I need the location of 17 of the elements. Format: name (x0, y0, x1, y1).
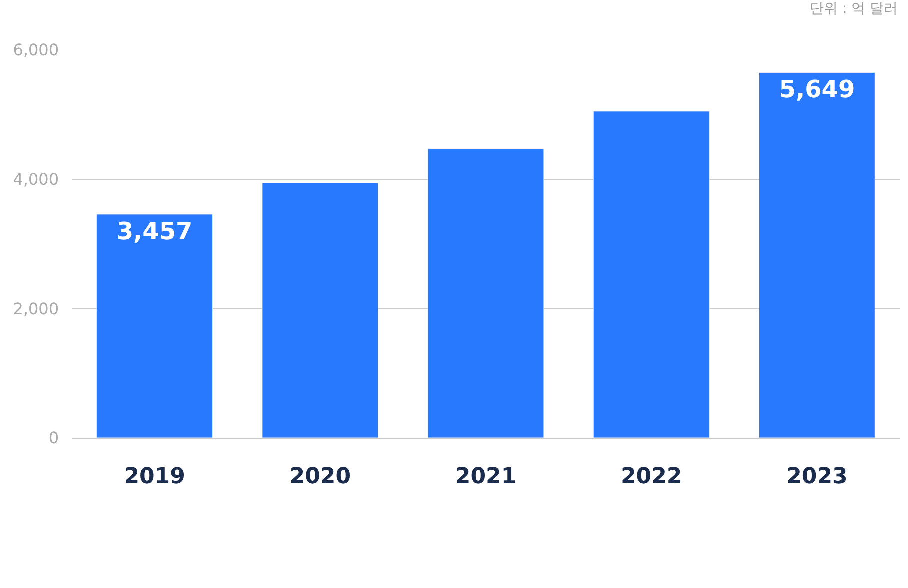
x-tick-label: 2020 (290, 464, 352, 490)
x-tick-label: 2021 (455, 464, 517, 490)
bar (758, 72, 876, 438)
text: 단위 : 억 달러 (810, 1, 898, 17)
data-label: 3,457 (116, 217, 193, 246)
x-tick-label: 2023 (786, 464, 848, 490)
bar (262, 182, 379, 438)
y-tick-label: 2,000 (13, 299, 59, 318)
y-tick-label: 6,000 (13, 40, 59, 60)
bar (593, 111, 710, 438)
data-label: 5,649 (779, 76, 856, 104)
x-tick-label: 2022 (620, 464, 682, 490)
y-tick-label: 4,000 (13, 170, 59, 189)
y-tick-label: 0 (48, 428, 59, 448)
bar (428, 148, 544, 438)
bar (96, 214, 214, 438)
x-tick-label: 2019 (124, 464, 186, 490)
